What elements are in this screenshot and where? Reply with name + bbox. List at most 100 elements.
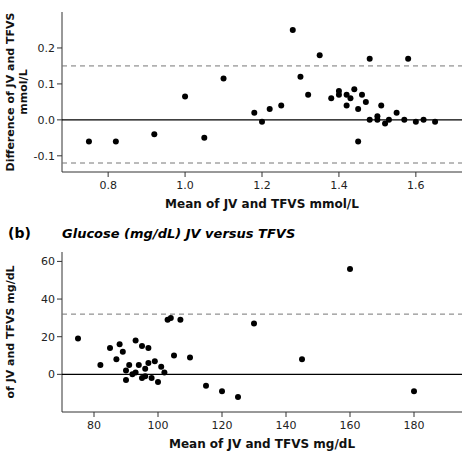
plot-area xyxy=(62,27,462,163)
scatter-point xyxy=(158,364,164,370)
scatter-point xyxy=(203,383,209,389)
x-tick xyxy=(338,172,339,177)
scatter-point xyxy=(235,394,241,400)
x-tick xyxy=(108,172,109,177)
scatter-point xyxy=(251,321,257,327)
x-axis-label: Mean of JV and TFVS mmol/L xyxy=(165,197,359,211)
scatter-point xyxy=(97,362,103,368)
scatter-point xyxy=(363,99,369,105)
x-tick xyxy=(415,172,416,177)
scatter-point xyxy=(344,102,350,108)
x-tick xyxy=(94,412,95,417)
scatter-point xyxy=(145,360,151,366)
scatter-point xyxy=(149,375,155,381)
y-axis-label: mmol/L xyxy=(17,69,30,114)
scatter-point xyxy=(123,377,129,383)
scatter-point xyxy=(328,95,334,101)
scatter-point xyxy=(86,138,92,144)
scatter-point xyxy=(355,106,361,112)
scatter-point xyxy=(113,356,119,362)
x-tick xyxy=(158,412,159,417)
scatter-point xyxy=(151,131,157,137)
x-tick-label: 1.0 xyxy=(176,179,194,192)
scatter-point xyxy=(317,52,323,58)
scatter-point xyxy=(123,368,129,374)
panel: 0.81.01.21.41.6-0.10.00.10.2Mean of JV a… xyxy=(4,12,462,211)
x-tick-label: 120 xyxy=(212,419,233,432)
y-tick-label: 0 xyxy=(48,368,55,381)
scatter-point xyxy=(347,95,353,101)
scatter-point xyxy=(413,119,419,125)
y-axis-label: Difference of JV and TFVS xyxy=(4,13,17,172)
scatter-point xyxy=(297,74,303,80)
y-tick xyxy=(57,47,62,48)
scatter-point xyxy=(187,354,193,360)
y-tick xyxy=(57,299,62,300)
x-tick-label: 140 xyxy=(276,419,297,432)
y-tick-label: 20 xyxy=(41,331,55,344)
y-tick xyxy=(57,83,62,84)
x-tick xyxy=(286,412,287,417)
y-tick-label: -0.1 xyxy=(34,150,55,163)
scatter-point xyxy=(182,93,188,99)
y-axis-line xyxy=(62,252,63,412)
x-tick-label: 180 xyxy=(404,419,425,432)
scatter-point xyxy=(145,345,151,351)
scatter-point xyxy=(155,379,161,385)
y-tick xyxy=(57,336,62,337)
x-tick-label: 80 xyxy=(87,419,101,432)
scatter-point xyxy=(278,102,284,108)
scatter-point xyxy=(367,56,373,62)
x-axis-line xyxy=(62,412,462,413)
scatter-point xyxy=(161,369,167,375)
scatter-point xyxy=(374,113,380,119)
scatter-point xyxy=(133,369,139,375)
scatter-point xyxy=(171,353,177,359)
plot-area xyxy=(62,266,462,400)
y-tick-label: 0.0 xyxy=(38,114,56,127)
scatter-point xyxy=(152,358,158,364)
x-tick-label: 1.4 xyxy=(330,179,348,192)
scatter-point xyxy=(336,88,342,94)
y-tick xyxy=(57,155,62,156)
x-tick-label: 0.8 xyxy=(99,179,117,192)
scatter-point xyxy=(133,337,139,343)
scatter-point xyxy=(394,110,400,116)
x-tick xyxy=(414,412,415,417)
scatter-point xyxy=(355,138,361,144)
limit-of-agreement-line xyxy=(62,314,462,315)
scatter-point xyxy=(201,135,207,141)
y-tick-label: 40 xyxy=(41,293,55,306)
scatter-point xyxy=(267,106,273,112)
y-axis-label: of JV and TFVS mg/dL xyxy=(4,265,17,398)
x-tick-label: 100 xyxy=(148,419,169,432)
scatter-point xyxy=(120,349,126,355)
scatter-point xyxy=(405,56,411,62)
scatter-point xyxy=(367,117,373,123)
x-tick-label: 160 xyxy=(340,419,361,432)
panel-label: (b) xyxy=(8,225,31,241)
scatter-point xyxy=(351,86,357,92)
scatter-point xyxy=(411,388,417,394)
scatter-point xyxy=(432,119,438,125)
x-tick xyxy=(262,172,263,177)
scatter-point xyxy=(139,343,145,349)
y-tick-label: 60 xyxy=(41,255,55,268)
scatter-point xyxy=(221,76,227,82)
x-tick xyxy=(185,172,186,177)
scatter-point xyxy=(136,362,142,368)
scatter-point xyxy=(299,356,305,362)
scatter-point xyxy=(117,341,123,347)
mean-line xyxy=(62,374,462,375)
scatter-point xyxy=(421,117,427,123)
x-tick xyxy=(350,412,351,417)
y-tick-label: 0.1 xyxy=(38,78,56,91)
y-axis-line xyxy=(62,12,63,172)
scatter-point xyxy=(142,373,148,379)
scatter-point xyxy=(142,366,148,372)
scatter-point xyxy=(378,102,384,108)
y-tick xyxy=(57,261,62,262)
scatter-point xyxy=(126,362,132,368)
scatter-point xyxy=(113,138,119,144)
y-tick xyxy=(57,119,62,120)
